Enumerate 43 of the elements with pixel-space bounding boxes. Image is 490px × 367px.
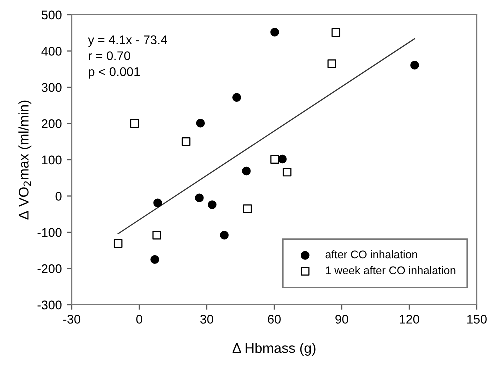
- point: [242, 166, 251, 176]
- point: [232, 93, 242, 102]
- x-tick-label: -30: [64, 315, 81, 324]
- point: [328, 60, 336, 68]
- annotation: p < 0.001: [89, 68, 140, 79]
- legend-label: after CO inhalation: [326, 250, 418, 259]
- point: [182, 138, 191, 146]
- y-tick-label: -300: [38, 300, 62, 310]
- x-tick-label: 0: [136, 315, 142, 324]
- y-tick-label: 400: [42, 47, 62, 56]
- point: [152, 231, 162, 240]
- point: [150, 255, 160, 264]
- x-tick-label: 150: [468, 315, 487, 324]
- y-tick-label: 500: [42, 10, 62, 20]
- legend-label: 1 week after CO inhalation: [326, 266, 456, 275]
- x-tick-label: 90: [336, 315, 348, 324]
- point: [220, 231, 229, 240]
- point: [114, 239, 123, 248]
- point: [154, 198, 162, 208]
- y-tick-label: 300: [42, 83, 62, 92]
- x-tick-label: 30: [200, 315, 214, 324]
- x-axis-title: Δ Hbmass (g): [232, 343, 316, 356]
- point: [270, 155, 280, 164]
- y-tick-label: -100: [38, 228, 62, 238]
- y-tick-label: 0: [56, 192, 62, 201]
- y-tick-label: 100: [42, 156, 62, 165]
- point: [282, 168, 292, 177]
- y-tick-label: 200: [42, 120, 62, 128]
- y-tick-label: -200: [38, 264, 62, 274]
- point: [270, 28, 280, 37]
- point: [130, 119, 140, 128]
- x-tick-label: 60: [268, 315, 281, 324]
- point: [195, 194, 204, 202]
- point: [410, 61, 420, 70]
- x-tick-label: 120: [400, 315, 420, 324]
- point: [243, 204, 252, 214]
- annotation: y = 4.1x - 73.4: [88, 36, 168, 47]
- point: [196, 119, 206, 128]
- point: [278, 154, 287, 164]
- annotation: r = 0.70: [89, 52, 130, 60]
- point: [332, 28, 341, 38]
- y-axis-title: Δ VO$_{2}$max (ml/min): [18, 100, 32, 220]
- point: [208, 200, 217, 210]
